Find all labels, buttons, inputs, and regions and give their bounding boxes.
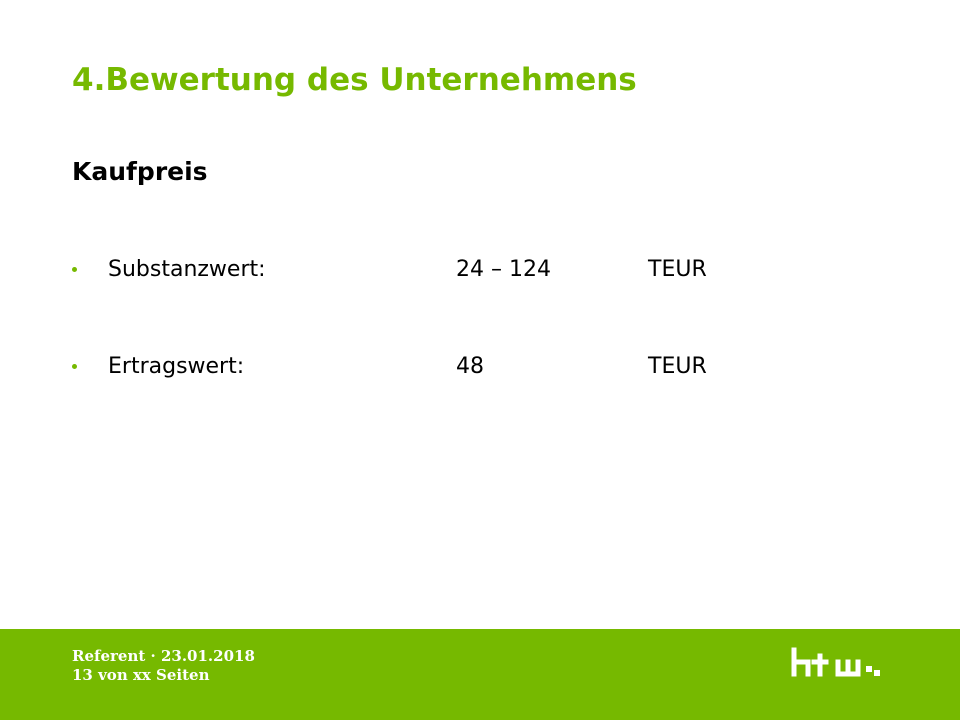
slide-title: 4.Bewertung des Unternehmens	[72, 62, 637, 98]
bullet-unit: TEUR	[648, 257, 707, 282]
bullet-label: Ertragswert:	[108, 354, 245, 379]
bullet-item-substanzwert: Substanzwert: 24 – 124 TEUR	[72, 257, 772, 287]
bullet-dot-icon	[72, 364, 77, 369]
bullet-value: 48	[456, 354, 484, 379]
section-heading: Kaufpreis	[72, 157, 208, 186]
htw-logo-icon	[791, 647, 880, 677]
bullet-value: 24 – 124	[456, 257, 551, 282]
bullet-label: Substanzwert:	[108, 257, 266, 282]
footer-bar: Referent · 23.01.2018 13 von xx Seiten	[0, 629, 960, 720]
bullet-unit: TEUR	[648, 354, 707, 379]
footer-presenter-date: Referent · 23.01.2018	[72, 647, 255, 665]
bullet-item-ertragswert: Ertragswert: 48 TEUR	[72, 354, 772, 384]
footer-page-count: 13 von xx Seiten	[72, 666, 210, 684]
bullet-dot-icon	[72, 267, 77, 272]
